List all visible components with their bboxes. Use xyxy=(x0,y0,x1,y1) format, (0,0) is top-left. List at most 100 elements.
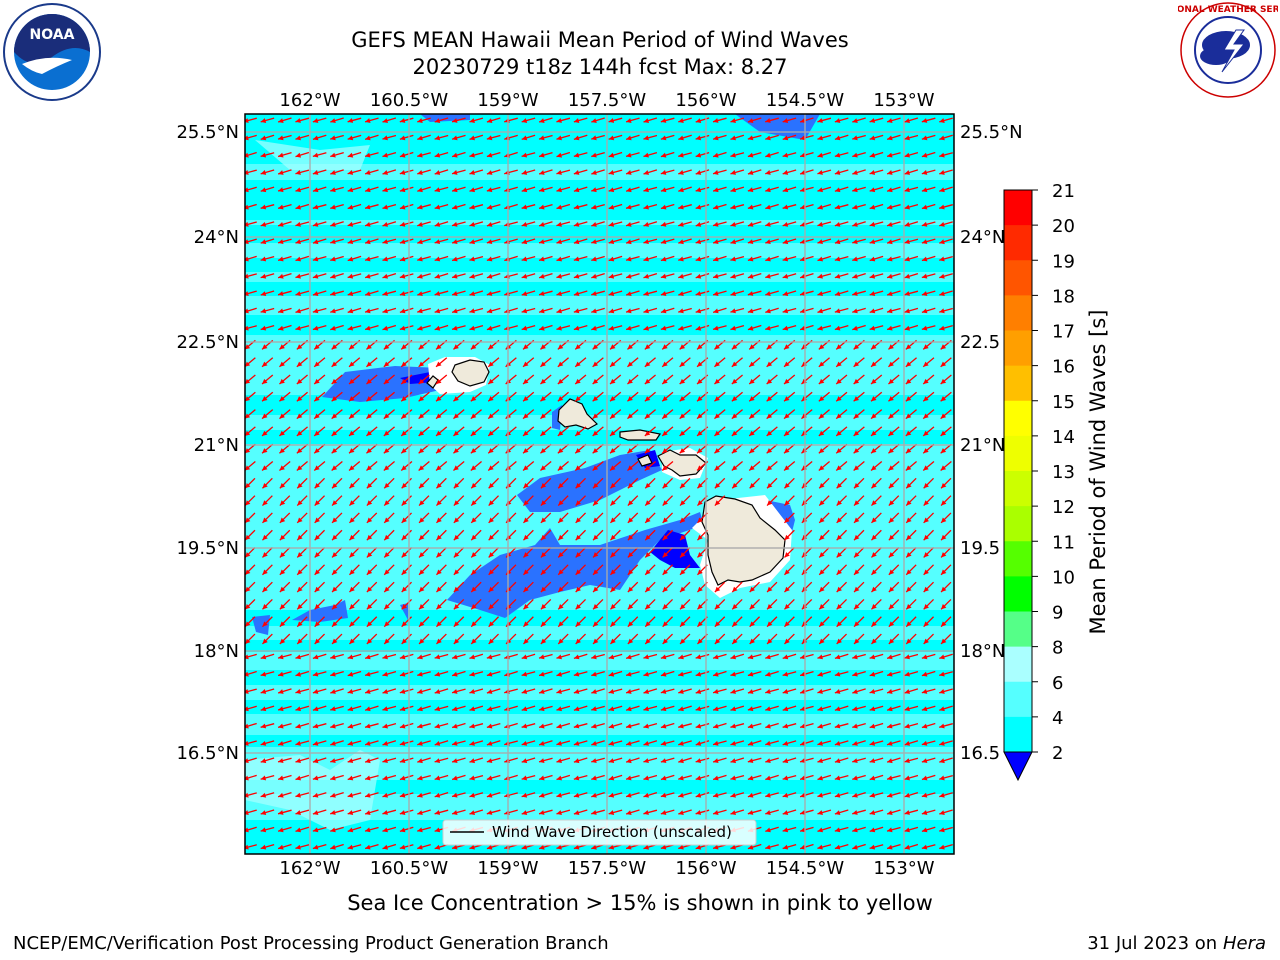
colorbar-segment xyxy=(1004,400,1032,437)
wave-direction-arrowhead xyxy=(800,152,806,158)
wave-direction-arrowhead xyxy=(349,638,355,644)
wave-direction-arrowhead xyxy=(834,689,841,694)
wave-direction-arrowhead xyxy=(644,413,651,419)
wave-direction-arrowhead xyxy=(714,430,720,436)
lon-tick-label: 162°W xyxy=(279,90,340,111)
wave-direction-arrowhead xyxy=(836,534,842,541)
wave-direction-arrowhead xyxy=(732,638,738,644)
wave-direction-arrowhead xyxy=(643,187,649,193)
wave-direction-arrowhead xyxy=(679,396,686,402)
wave-direction-arrowhead xyxy=(558,586,564,593)
wave-direction-arrowhead xyxy=(887,654,893,660)
wave-direction-arrowhead xyxy=(278,758,284,764)
wave-direction-arrowhead xyxy=(921,758,928,764)
wave-direction-arrowhead xyxy=(888,586,895,593)
wave-direction-arrowhead xyxy=(260,792,267,798)
colorbar-tick-label: 19 xyxy=(1052,251,1075,272)
wave-direction-arrowhead xyxy=(540,482,547,489)
wave-direction-arrowhead xyxy=(245,500,251,506)
wave-direction-arrowhead xyxy=(817,135,823,141)
wave-direction-arrowhead xyxy=(330,775,336,781)
wave-direction-arrowhead xyxy=(295,740,301,746)
wave-direction-arrowhead xyxy=(260,740,267,746)
wave-direction-arrowhead xyxy=(643,135,649,141)
wave-direction-arrowhead xyxy=(887,291,893,296)
wave-direction-arrowhead xyxy=(452,758,458,764)
wave-direction-arrowhead xyxy=(417,792,423,798)
wave-direction-arrowhead xyxy=(401,430,407,436)
wave-direction-arrowhead xyxy=(660,810,667,815)
wave-direction-arrowhead xyxy=(401,500,407,506)
wave-direction-arrowhead xyxy=(486,810,493,815)
wave-direction-arrowhead xyxy=(730,152,736,158)
wave-direction-arrowhead xyxy=(260,291,267,296)
colorbar-segment xyxy=(1004,576,1032,612)
wave-direction-arrowhead xyxy=(469,792,475,798)
wave-direction-arrowhead xyxy=(695,239,702,245)
wave-direction-arrowhead xyxy=(540,604,547,610)
wave-direction-arrowhead xyxy=(399,221,406,227)
wave-direction-arrowhead xyxy=(939,671,945,677)
wave-direction-arrowhead xyxy=(573,187,580,193)
wave-direction-arrowhead xyxy=(921,221,928,227)
wave-direction-arrowhead xyxy=(382,810,388,815)
wave-direction-arrowhead xyxy=(245,239,249,245)
wave-direction-arrowhead xyxy=(349,430,355,436)
wave-direction-arrowhead xyxy=(592,378,599,384)
wave-direction-arrowhead xyxy=(575,396,581,402)
wave-direction-arrowhead xyxy=(905,430,912,436)
wave-direction-arrowhead xyxy=(854,569,860,575)
wave-direction-arrowhead xyxy=(278,187,284,193)
wave-direction-arrowhead xyxy=(365,239,371,245)
wave-direction-arrowhead xyxy=(888,413,894,419)
wave-direction-arrowhead xyxy=(540,552,547,558)
wave-direction-arrowhead xyxy=(434,706,441,712)
wave-direction-arrowhead xyxy=(747,758,754,764)
wave-direction-arrowhead xyxy=(347,775,354,781)
wave-direction-arrowhead xyxy=(730,256,736,262)
colorbar-segment xyxy=(1004,190,1032,226)
wave-direction-arrowhead xyxy=(417,706,423,712)
wave-direction-arrowhead xyxy=(469,152,475,158)
colorbar-tick-label: 10 xyxy=(1052,567,1075,588)
wave-direction-arrowhead xyxy=(836,465,842,471)
wave-direction-arrowhead xyxy=(923,586,929,593)
wave-direction-arrowhead xyxy=(660,239,667,245)
wave-direction-arrowhead xyxy=(819,534,825,541)
wave-direction-arrowhead xyxy=(331,413,338,419)
wave-direction-arrowhead xyxy=(539,135,545,141)
wave-direction-arrowhead xyxy=(713,844,719,850)
wave-direction-arrowhead xyxy=(401,569,407,575)
wave-direction-arrowhead xyxy=(660,654,667,660)
wave-direction-arrowhead xyxy=(540,396,546,402)
wave-direction-arrowhead xyxy=(469,654,476,660)
wave-direction-arrowhead xyxy=(540,500,547,506)
wave-direction-arrowhead xyxy=(401,413,407,419)
wave-direction-arrowhead xyxy=(347,135,354,141)
wave-direction-arrowhead xyxy=(591,775,597,781)
wave-direction-arrowhead xyxy=(608,689,615,694)
wave-direction-arrowhead xyxy=(904,256,910,262)
wave-direction-arrowhead xyxy=(556,204,563,210)
wave-direction-arrowhead xyxy=(434,740,441,746)
wave-direction-arrowhead xyxy=(591,170,597,175)
wave-direction-arrowhead xyxy=(349,500,355,506)
wave-direction-arrowhead xyxy=(399,775,406,781)
wave-direction-arrowhead xyxy=(330,723,336,729)
wave-direction-arrowhead xyxy=(540,586,547,593)
wave-direction-arrowhead xyxy=(278,844,284,850)
wave-direction-arrowhead xyxy=(521,239,528,245)
wave-direction-arrowhead xyxy=(382,135,388,141)
wave-direction-arrowhead xyxy=(523,552,529,558)
wave-direction-arrowhead xyxy=(383,413,390,419)
wave-direction-arrowhead xyxy=(766,361,773,367)
wave-direction-arrowhead xyxy=(573,775,580,781)
wave-direction-arrowhead xyxy=(330,152,336,158)
wave-direction-arrowhead xyxy=(260,273,267,279)
wave-direction-arrowhead xyxy=(382,827,388,833)
wave-direction-arrowhead xyxy=(906,621,912,627)
wave-direction-arrowhead xyxy=(330,291,336,296)
wave-direction-arrowhead xyxy=(854,638,860,644)
wave-direction-arrowhead xyxy=(399,810,406,815)
wave-direction-arrowhead xyxy=(854,517,860,523)
